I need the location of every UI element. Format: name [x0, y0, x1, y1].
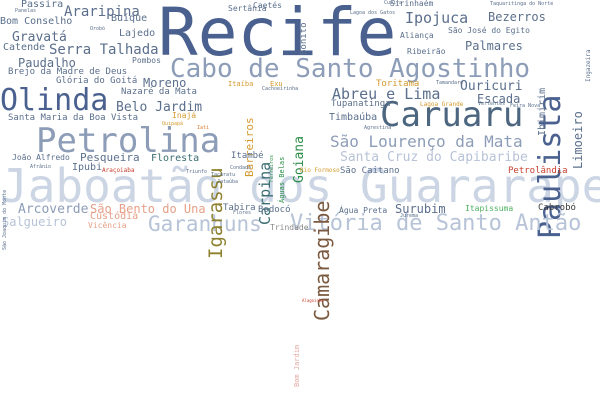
- word-buique: Buíque: [111, 13, 148, 24]
- word-passira: Passira: [21, 0, 64, 10]
- word-exu: Exu: [270, 80, 283, 88]
- word-alagoinha: Alagoinha: [302, 298, 324, 303]
- word-bom-jardim: Bom Jardim: [293, 344, 301, 387]
- word-jurema: Jurema: [400, 213, 419, 219]
- word-santa-maria-da-boa-vista: Santa Maria da Boa Vista: [8, 113, 139, 123]
- word-afranio: Afrânio: [30, 164, 52, 170]
- word-tabira: Tabira: [223, 203, 256, 213]
- word-tupanatinga: Tupanatinga: [331, 99, 391, 109]
- word-cupira: Cupira: [384, 0, 403, 6]
- word-tamandare: Tamandaré: [436, 80, 464, 86]
- word-toritama: Toritama: [376, 79, 420, 89]
- word-nazare-da-mata: Nazaré da Mata: [121, 87, 197, 97]
- word-aguas-belas: Águas Belas: [278, 156, 286, 204]
- word-escada: Escada: [477, 92, 521, 106]
- word-arcoverde: Arcoverde: [18, 202, 89, 217]
- word-moreno: Moreno: [143, 76, 187, 90]
- word-surubim: Surubim: [395, 202, 446, 216]
- word-orobo: Orobó: [90, 26, 106, 32]
- word-joao-alfredo: João Alfredo: [12, 153, 70, 162]
- word-belo-jardim: Belo Jardim: [116, 100, 203, 115]
- word-ipubi: Ipubi: [72, 162, 103, 173]
- word-pombos: Pombos: [132, 56, 161, 65]
- word-limoeiro: Limoeiro: [571, 110, 585, 169]
- word-petrolina: Petrolina: [36, 121, 221, 161]
- word-recife: Recife: [158, 0, 397, 71]
- word-palmares: Palmares: [465, 39, 523, 53]
- word-ibimirim: Ibimirim: [537, 87, 548, 136]
- word-aracoiaba: Araçoiaba: [102, 167, 135, 174]
- word-sirinhaem: Sirinhaém: [390, 0, 434, 8]
- word-itaiba: Itaíba: [228, 80, 254, 88]
- word-abreu-e-lima: Abreu e Lima: [332, 85, 441, 103]
- word-goiana: Goiana: [292, 135, 307, 183]
- word-araripina: Araripina: [64, 4, 140, 20]
- word-iati: Iati: [197, 125, 210, 131]
- word-floresta: Floresta: [151, 153, 200, 164]
- word-olinda: Olinda: [0, 83, 109, 118]
- word-sao-jose-do-egito: São José do Egito: [448, 26, 530, 35]
- word-agua-preta: Água Preta: [339, 206, 388, 215]
- word-vertentes: Vertentes: [478, 101, 506, 107]
- word-cabrobo: Cabrobó: [538, 203, 576, 213]
- word-sao-bento-do-una: São Bento do Una: [90, 202, 206, 216]
- word-caetes: Caetés: [253, 1, 282, 10]
- word-flores: Flores: [233, 210, 252, 216]
- word-sao-joaquim-do-monte: São Joaquim do Monte: [2, 189, 8, 250]
- word-condado: Condado: [230, 165, 252, 171]
- word-custodia: Custódia: [90, 211, 139, 222]
- word-jatauba: Jataúba: [217, 179, 239, 185]
- word-lagoa-grande: Lagoa Grande: [420, 101, 464, 108]
- word-alianca: Aliança: [400, 31, 434, 40]
- word-tacaratu: Tacaratu: [211, 172, 236, 178]
- word-agrestina: Agrestina: [364, 125, 392, 131]
- word-ribeirao: Ribeirão: [407, 47, 446, 56]
- word-itambe: Itambé: [231, 151, 264, 161]
- word-trindade: Trindade: [270, 223, 309, 232]
- word-paudalho: Paudalho: [18, 56, 76, 70]
- word-bezerros: Bezerros: [488, 10, 546, 24]
- word-sertania: Sertânia: [228, 4, 267, 13]
- word-petrolandia: Petrolândia: [508, 166, 568, 176]
- word-jaboatao-dos-guararapes: Jaboatão dos Guararapes: [0, 159, 600, 213]
- word-ipojuca: Ipojuca: [405, 9, 469, 27]
- word-triunfo: Triunfo: [186, 169, 208, 175]
- word-sao-lourenco-da-mata: São Lourenço da Mata: [330, 132, 523, 151]
- word-bodoco: Bodocó: [258, 205, 291, 215]
- word-brejo-da-madre-de-deus: Brejo da Madre de Deus: [8, 67, 128, 77]
- word-ferreiros: Ferreiros: [269, 154, 275, 182]
- word-ouricuri: Ouricuri: [460, 79, 523, 94]
- word-inaja: Inajá: [172, 111, 197, 120]
- word-caruaru: Caruaru: [380, 95, 524, 135]
- word-feira-nova: Feira Nova: [510, 103, 541, 109]
- word-garanhuns: Garanhuns: [148, 212, 262, 236]
- word-cabo-de-santo-agostinho: Cabo de Santo Agostinho: [170, 54, 531, 84]
- word-lajedo: Lajedo: [119, 28, 156, 39]
- word-panelas: Panelas: [15, 8, 37, 14]
- word-bom-conselho: Bom Conselho: [0, 16, 73, 27]
- word-pesqueira: Pesqueira: [80, 151, 140, 164]
- word-timbauba: Timbaúba: [329, 112, 378, 123]
- word-taquaritinga-do-norte: Taquaritinga do Norte: [490, 1, 554, 7]
- word-vitoria-de-santo-antao: Vitória de Santo Antão: [290, 211, 582, 236]
- word-lagoa-dos-gatos: Lagoa dos Gatos: [350, 10, 396, 16]
- word-sao-caitano: São Caitano: [340, 166, 400, 176]
- word-quipapa: Quipapá: [162, 121, 184, 127]
- word-gravata: Gravatá: [12, 30, 67, 45]
- word-ingazeira: Ingazeira: [585, 49, 592, 83]
- word-serra-talhada: Serra Talhada: [49, 42, 159, 58]
- word-catende: Catende: [3, 42, 46, 53]
- word-itapissuma: Itapissuma: [465, 204, 514, 213]
- word-vicencia: Vicência: [88, 221, 127, 230]
- word-santa-cruz-do-capibaribe: Santa Cruz do Capibaribe: [340, 150, 528, 165]
- word-bonito: Bonito: [299, 22, 309, 56]
- word-salgueiro: Salgueiro: [2, 215, 68, 229]
- word-rio-formoso: Rio Formoso: [300, 167, 340, 174]
- word-gloria-do-goita: Glória do Goitá: [56, 76, 138, 86]
- word-cachoeirinha: Cachoeirinha: [262, 86, 299, 92]
